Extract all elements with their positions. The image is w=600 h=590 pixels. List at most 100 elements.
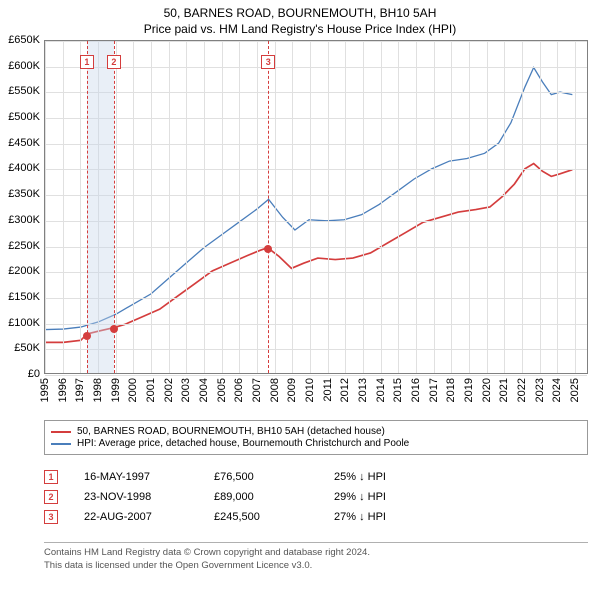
chart-subtitle: Price paid vs. HM Land Registry's House … [0, 22, 600, 36]
grid-line-x [257, 41, 258, 373]
y-tick-label: £300K [0, 214, 40, 226]
x-tick-label: 2010 [304, 378, 316, 402]
event-row: 223-NOV-1998£89,00029% ↓ HPI [44, 488, 434, 506]
grid-line-x [275, 41, 276, 373]
legend-label-hpi: HPI: Average price, detached house, Bour… [77, 438, 409, 449]
x-tick-label: 2005 [216, 378, 228, 402]
x-tick-label: 1996 [57, 378, 69, 402]
grid-line-y [45, 195, 587, 196]
x-tick-label: 2004 [198, 378, 210, 402]
grid-line-x [363, 41, 364, 373]
sale-marker-dot [83, 332, 91, 340]
y-tick-label: £600K [0, 60, 40, 72]
y-tick-label: £0 [0, 368, 40, 380]
sale-marker-line [114, 41, 115, 373]
y-tick-label: £650K [0, 34, 40, 46]
grid-line-x [381, 41, 382, 373]
x-tick-label: 2007 [251, 378, 263, 402]
grid-line-x [310, 41, 311, 373]
y-tick-label: £50K [0, 342, 40, 354]
y-tick-label: £400K [0, 162, 40, 174]
grid-line-y [45, 67, 587, 68]
x-tick-label: 2009 [286, 378, 298, 402]
sale-marker-dot [264, 245, 272, 253]
grid-line-x [116, 41, 117, 373]
event-price: £245,500 [214, 511, 334, 523]
x-tick-label: 1999 [110, 378, 122, 402]
grid-line-x [328, 41, 329, 373]
sale-marker-line [268, 41, 269, 373]
x-tick-label: 2012 [339, 378, 351, 402]
grid-line-y [45, 375, 587, 376]
legend-row-hpi: HPI: Average price, detached house, Bour… [51, 438, 581, 449]
x-tick-label: 2006 [233, 378, 245, 402]
y-tick-label: £100K [0, 317, 40, 329]
grid-line-x [133, 41, 134, 373]
x-tick-label: 2003 [180, 378, 192, 402]
grid-line-x [557, 41, 558, 373]
x-tick-label: 2001 [145, 378, 157, 402]
y-tick-label: £500K [0, 111, 40, 123]
grid-line-y [45, 247, 587, 248]
x-tick-label: 2008 [269, 378, 281, 402]
event-date: 16-MAY-1997 [84, 471, 214, 483]
grid-line-x [186, 41, 187, 373]
grid-line-x [469, 41, 470, 373]
grid-line-x [63, 41, 64, 373]
y-tick-label: £450K [0, 137, 40, 149]
grid-line-x [416, 41, 417, 373]
grid-line-y [45, 221, 587, 222]
event-row: 322-AUG-2007£245,50027% ↓ HPI [44, 508, 434, 526]
y-tick-label: £350K [0, 188, 40, 200]
grid-line-y [45, 118, 587, 119]
x-tick-label: 2013 [357, 378, 369, 402]
x-tick-label: 2015 [392, 378, 404, 402]
event-date: 22-AUG-2007 [84, 511, 214, 523]
grid-line-y [45, 272, 587, 273]
x-tick-label: 2011 [322, 378, 334, 402]
sale-marker-box: 2 [107, 55, 121, 69]
events-table: 1 16-MAY-1997£76,50025% ↓ HPI 2 23-NOV-1998… [44, 466, 434, 528]
sale-marker-dot [110, 325, 118, 333]
x-tick-label: 1998 [92, 378, 104, 402]
grid-line-x [540, 41, 541, 373]
grid-line-x [222, 41, 223, 373]
legend-swatch-property [51, 431, 71, 433]
sale-marker-box: 3 [261, 55, 275, 69]
y-tick-label: £200K [0, 265, 40, 277]
x-tick-label: 2022 [516, 378, 528, 402]
x-tick-label: 1997 [74, 378, 86, 402]
grid-line-y [45, 169, 587, 170]
grid-line-x [80, 41, 81, 373]
grid-line-x [204, 41, 205, 373]
grid-line-y [45, 298, 587, 299]
legend-swatch-hpi [51, 443, 71, 445]
grid-line-x [487, 41, 488, 373]
sale-marker-line [87, 41, 88, 373]
x-tick-label: 2025 [569, 378, 581, 402]
x-tick-label: 2014 [375, 378, 387, 402]
x-tick-label: 2017 [428, 378, 440, 402]
grid-line-y [45, 41, 587, 42]
y-tick-label: £250K [0, 240, 40, 252]
chart-title: 50, BARNES ROAD, BOURNEMOUTH, BH10 5AH [0, 6, 600, 20]
x-tick-label: 2024 [551, 378, 563, 402]
grid-line-x [169, 41, 170, 373]
event-marker-box: 2 [44, 490, 58, 504]
grid-line-y [45, 92, 587, 93]
event-pct: 25% ↓ HPI [334, 471, 434, 483]
x-tick-label: 2023 [534, 378, 546, 402]
x-tick-label: 2021 [498, 378, 510, 402]
event-marker-box: 1 [44, 470, 58, 484]
event-date: 23-NOV-1998 [84, 491, 214, 503]
x-tick-label: 2002 [163, 378, 175, 402]
grid-line-x [504, 41, 505, 373]
y-tick-label: £150K [0, 291, 40, 303]
attribution-box: Contains HM Land Registry data © Crown c… [44, 542, 588, 573]
grid-line-x [45, 41, 46, 373]
event-price: £76,500 [214, 471, 334, 483]
grid-line-x [345, 41, 346, 373]
x-tick-label: 2000 [127, 378, 139, 402]
grid-line-x [522, 41, 523, 373]
grid-line-x [434, 41, 435, 373]
